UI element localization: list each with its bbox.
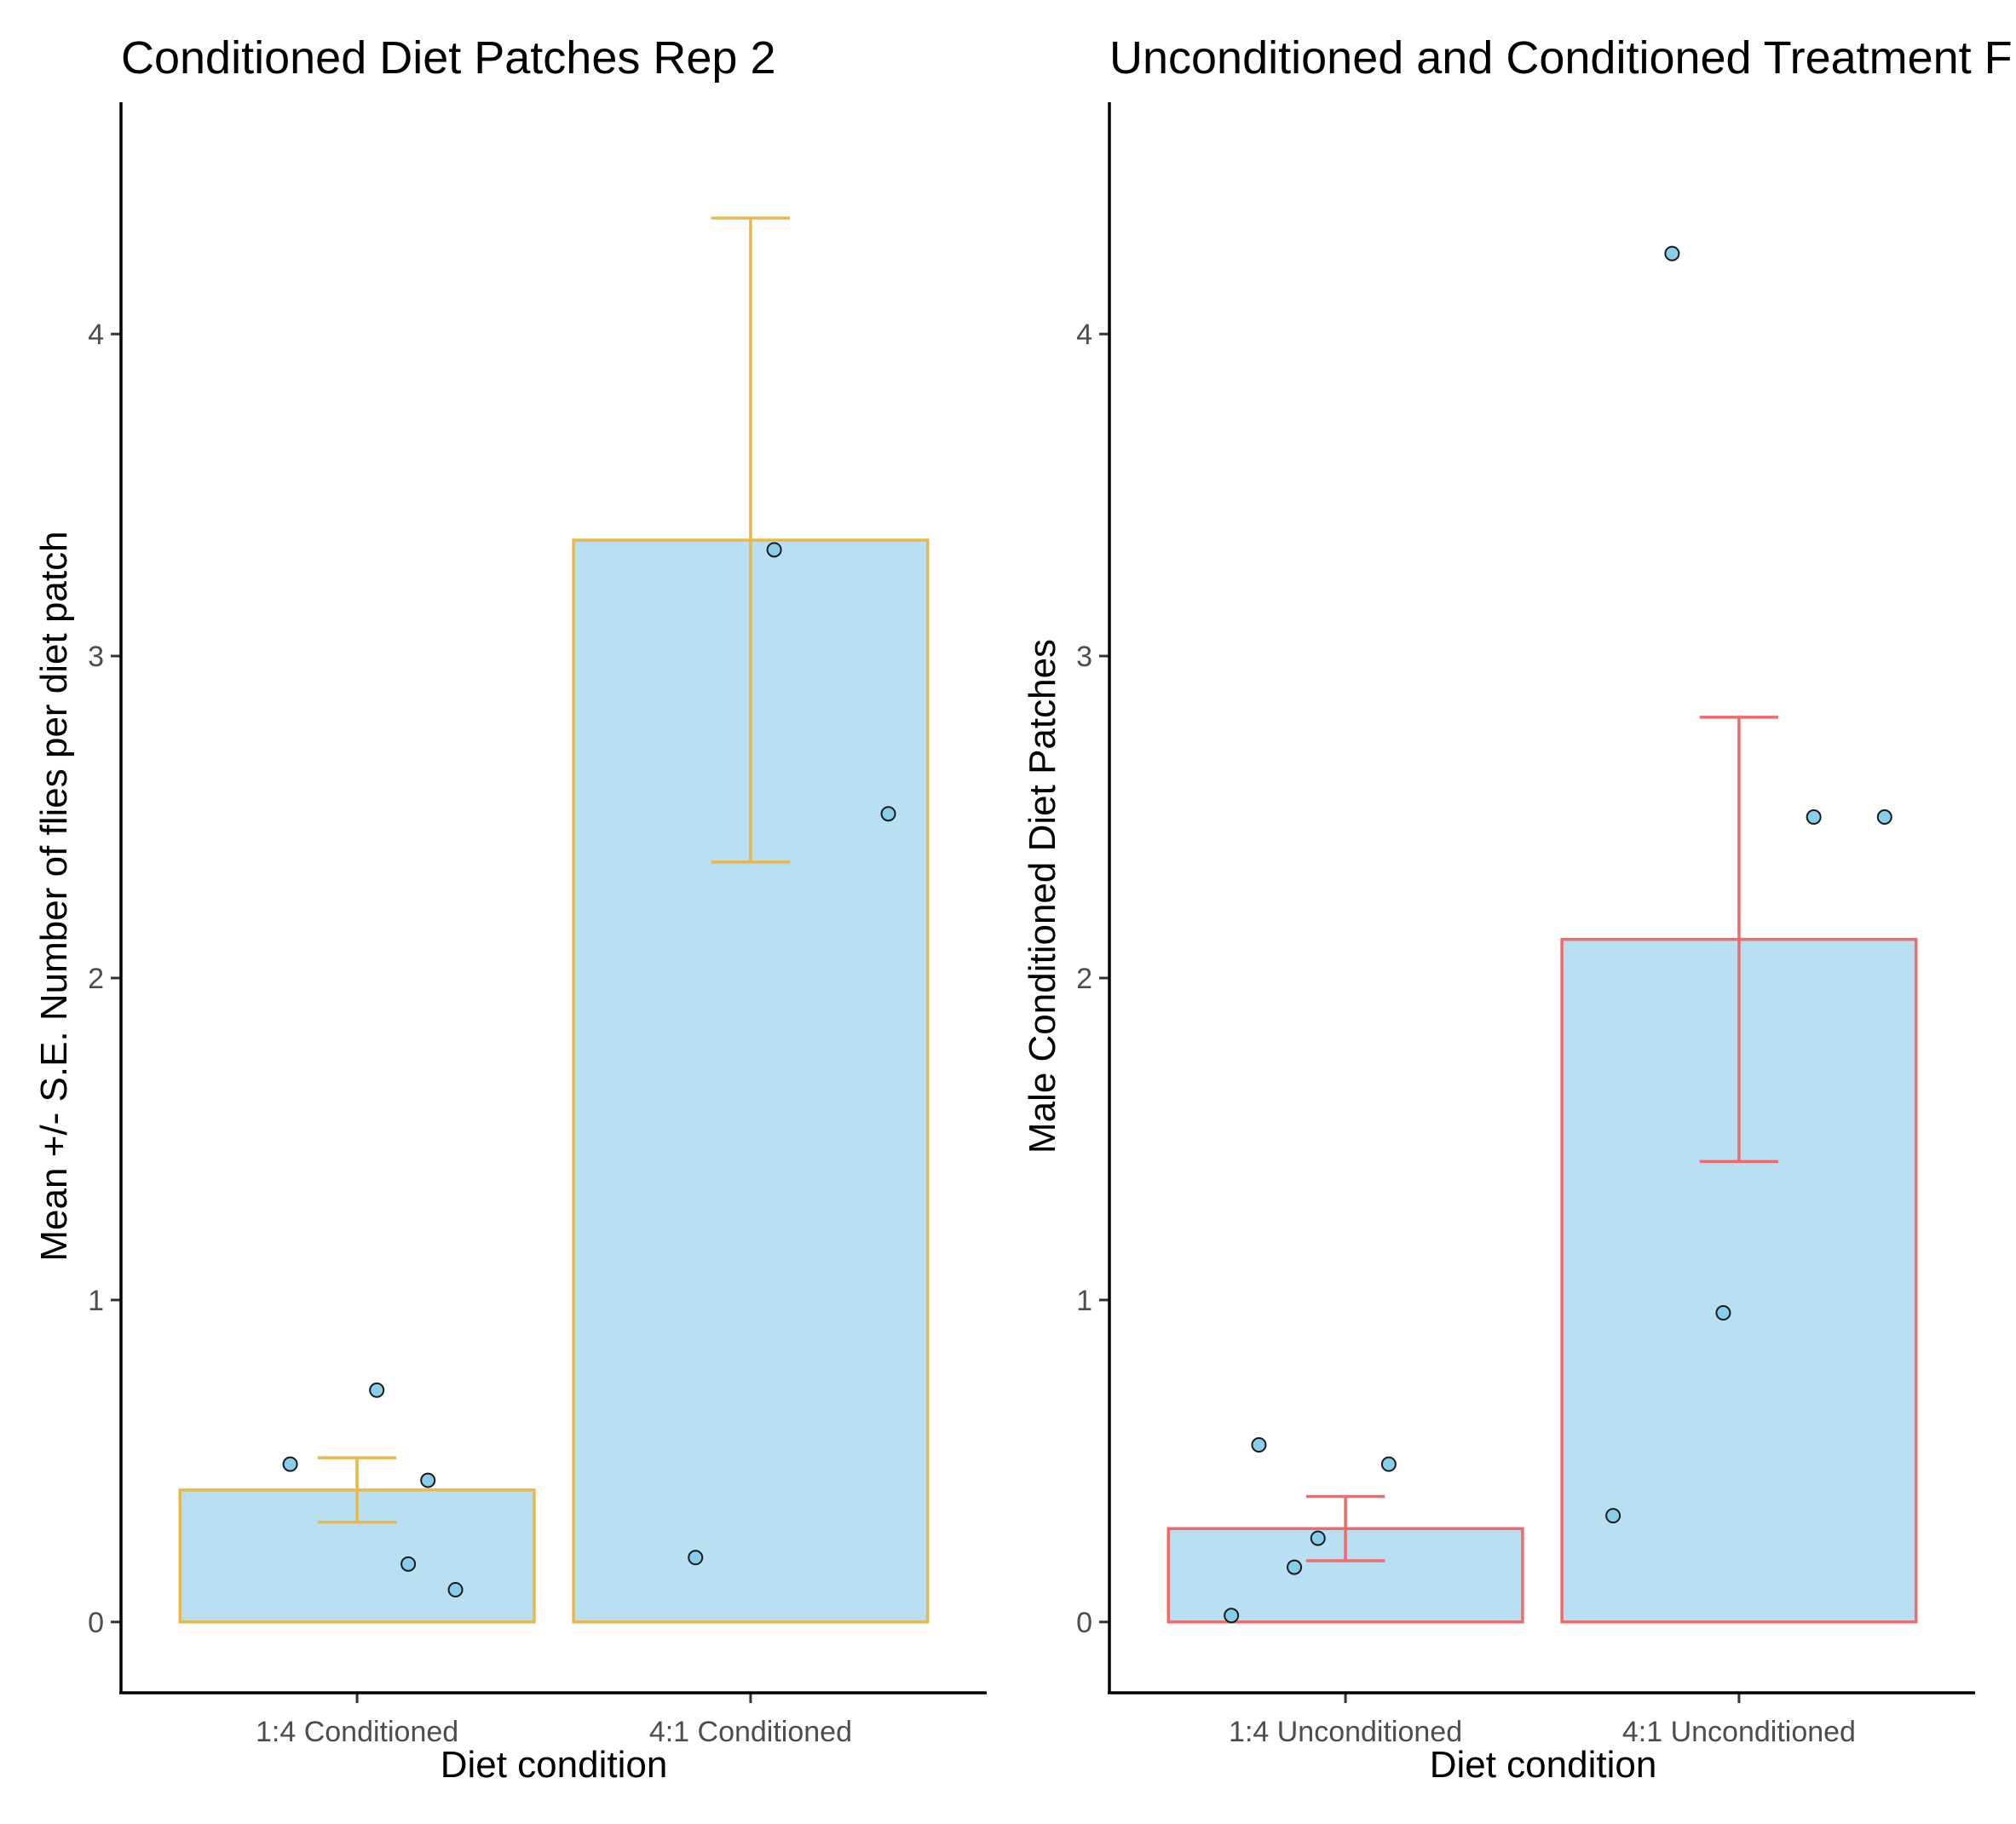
- right-chart-panel: Unconditioned and Conditioned Treatment …: [1022, 32, 2013, 1786]
- chart-marks: 0 1 2 3 4 1:4 Unconditioned 4:1 Unconditioned: [1076, 245, 1918, 1748]
- data-point: [766, 542, 782, 558]
- chart-title: Unconditioned and Conditioned Treatment …: [1109, 32, 2013, 83]
- data-point: [688, 1550, 704, 1566]
- y-tick-label: 4: [88, 319, 104, 351]
- data-point: [369, 1382, 385, 1398]
- x-tick-label: 1:4 Conditioned: [256, 1716, 458, 1748]
- x-tick-label: 4:1 Unconditioned: [1622, 1716, 1856, 1748]
- chart-marks: 0 1 2 3 4 1:4 Conditioned 4:1 Conditioned: [88, 216, 930, 1748]
- y-tick-label: 3: [1076, 641, 1092, 673]
- data-point: [1715, 1305, 1731, 1321]
- data-point: [400, 1556, 417, 1572]
- x-tick-label: 1:4 Unconditioned: [1229, 1716, 1462, 1748]
- y-tick-label: 2: [1076, 963, 1092, 995]
- y-tick-label: 3: [88, 641, 104, 673]
- chart-title: Conditioned Diet Patches Rep 2: [121, 32, 775, 83]
- x-axis-title: Diet condition: [1430, 1744, 1657, 1786]
- y-tick-label: 1: [88, 1285, 104, 1317]
- data-point: [447, 1582, 464, 1598]
- data-point: [880, 806, 896, 822]
- data-point: [1224, 1608, 1240, 1624]
- data-point: [1806, 809, 1822, 826]
- data-point: [1876, 809, 1892, 826]
- y-tick-label: 2: [88, 963, 104, 995]
- data-point: [282, 1456, 298, 1472]
- data-point: [420, 1472, 436, 1488]
- bar: [572, 538, 930, 1624]
- data-point: [1251, 1436, 1267, 1453]
- left-chart-panel: Conditioned Diet Patches Rep 2 Mean +/- …: [33, 32, 987, 1786]
- data-point: [1310, 1530, 1326, 1546]
- data-point: [1287, 1559, 1303, 1575]
- y-tick-label: 0: [1076, 1607, 1092, 1639]
- data-point: [1664, 245, 1680, 262]
- y-axis-title: Mean +/- S.E. Number of flies per diet p…: [33, 531, 75, 1261]
- x-axis-title: Diet condition: [441, 1744, 668, 1786]
- data-point: [1380, 1456, 1397, 1472]
- x-tick-label: 4:1 Conditioned: [649, 1716, 852, 1748]
- y-tick-label: 1: [1076, 1285, 1092, 1317]
- y-tick-label: 0: [88, 1607, 104, 1639]
- y-axis-title: Male Conditioned Diet Patches: [1022, 639, 1063, 1154]
- y-tick-label: 4: [1076, 319, 1092, 351]
- data-point: [1605, 1508, 1621, 1524]
